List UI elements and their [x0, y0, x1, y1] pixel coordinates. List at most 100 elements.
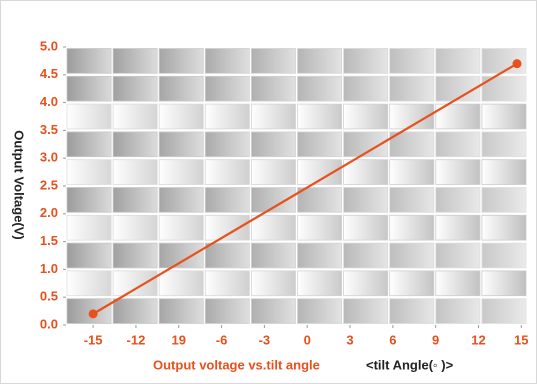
chart-title: Output voltage vs.tilt angle: [153, 357, 320, 372]
tile: [112, 75, 158, 102]
y-tick-label: 2.5: [40, 177, 58, 192]
tile: [204, 214, 250, 241]
tile: [158, 298, 204, 324]
x-tick-label: 15: [514, 332, 528, 347]
tile: [158, 214, 204, 241]
y-tick-label: 1.0: [40, 261, 58, 276]
tile: [297, 103, 342, 130]
tile: [343, 298, 389, 324]
tile: [250, 103, 296, 130]
tile: [297, 187, 342, 213]
tile: [481, 270, 527, 297]
tile: [158, 75, 204, 102]
tile: [158, 103, 204, 130]
tile: [389, 298, 435, 324]
y-tick-label: 2.0: [40, 205, 58, 220]
tile: [112, 187, 158, 213]
tile: [481, 131, 527, 158]
tile: [250, 214, 296, 241]
tile: [204, 298, 250, 324]
tile: [297, 48, 342, 74]
x-tick-label: 6: [389, 332, 396, 347]
tile: [158, 187, 204, 213]
tile: [112, 298, 158, 324]
x-tick-label: 3: [346, 332, 353, 347]
y-tick-label: 3.5: [40, 122, 58, 137]
tile: [481, 214, 527, 241]
tile: [112, 103, 158, 130]
tile: [66, 187, 112, 213]
tile: [435, 214, 481, 241]
tile: [158, 48, 204, 74]
tile: [481, 298, 527, 324]
y-tick-label: 0.0: [40, 316, 58, 331]
tile: [435, 131, 481, 158]
tile: [204, 159, 250, 185]
tile: [250, 159, 296, 185]
tile: [343, 48, 389, 74]
tile: [66, 214, 112, 241]
x-axis-label: <tilt Angle(◦ )>: [366, 357, 454, 372]
tile: [435, 48, 481, 74]
x-tick-label: -3: [259, 332, 271, 347]
tile: [297, 214, 342, 241]
y-tick-label: 3.0: [40, 150, 58, 165]
tile: [204, 131, 250, 158]
y-tick-label: 4.0: [40, 94, 58, 109]
tile: [158, 270, 204, 297]
tile: [389, 131, 435, 158]
tile: [343, 270, 389, 297]
x-tick-label: 19: [172, 332, 186, 347]
tile: [389, 159, 435, 185]
tile: [66, 131, 112, 158]
tile: [66, 270, 112, 297]
x-tick-label: -12: [127, 332, 146, 347]
point: [88, 309, 98, 319]
background-tiles: [66, 48, 527, 324]
y-tick-label: 5.0: [40, 38, 58, 53]
line: [92, 62, 518, 315]
y-tick-label: 4.5: [40, 66, 58, 81]
tile: [158, 131, 204, 158]
tile: [66, 48, 112, 74]
tile: [112, 242, 158, 269]
tile: [204, 187, 250, 213]
tile: [204, 242, 250, 269]
tile: [343, 103, 389, 130]
tile: [435, 242, 481, 269]
tile: [250, 75, 296, 102]
x-tick-label: -15: [84, 332, 103, 347]
tile: [297, 298, 342, 324]
tile: [66, 159, 112, 185]
x-tick-label: 9: [432, 332, 439, 347]
tile: [204, 75, 250, 102]
point: [512, 59, 522, 69]
tile: [112, 131, 158, 158]
tile: [204, 270, 250, 297]
y-tick-label: 0.5: [40, 289, 58, 304]
tile: [204, 48, 250, 74]
x-tick-label: 0: [304, 332, 311, 347]
tile: [297, 131, 342, 158]
tile: [66, 75, 112, 102]
tile: [435, 187, 481, 213]
tile: [343, 75, 389, 102]
tile: [435, 270, 481, 297]
tile: [112, 270, 158, 297]
tile: [297, 242, 342, 269]
tile: [481, 242, 527, 269]
tile: [112, 48, 158, 74]
tile: [389, 75, 435, 102]
x-tick-label: -6: [216, 332, 228, 347]
y-tick-label: 1.5: [40, 233, 58, 248]
tile: [389, 187, 435, 213]
tile: [66, 242, 112, 269]
tile: [389, 270, 435, 297]
tile: [250, 131, 296, 158]
tile: [435, 298, 481, 324]
tile: [66, 298, 112, 324]
tile: [112, 159, 158, 185]
tile: [204, 103, 250, 130]
tile: [158, 242, 204, 269]
